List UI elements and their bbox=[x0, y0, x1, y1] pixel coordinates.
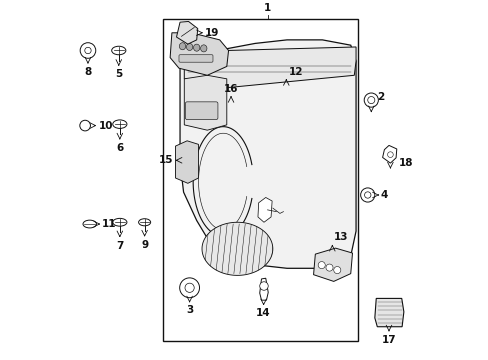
Text: 2: 2 bbox=[377, 91, 384, 102]
Text: 8: 8 bbox=[84, 67, 91, 77]
Text: 7: 7 bbox=[116, 241, 123, 251]
FancyBboxPatch shape bbox=[185, 102, 218, 120]
Polygon shape bbox=[259, 278, 268, 300]
Ellipse shape bbox=[200, 45, 206, 52]
Polygon shape bbox=[175, 141, 198, 183]
Text: 11: 11 bbox=[102, 219, 117, 229]
Text: 1: 1 bbox=[264, 3, 270, 13]
Text: 15: 15 bbox=[158, 155, 173, 165]
Polygon shape bbox=[382, 145, 396, 163]
Circle shape bbox=[84, 47, 91, 54]
Circle shape bbox=[364, 93, 378, 107]
Polygon shape bbox=[184, 47, 355, 88]
Circle shape bbox=[259, 282, 268, 290]
Circle shape bbox=[387, 152, 392, 157]
Ellipse shape bbox=[193, 44, 200, 51]
Circle shape bbox=[80, 120, 90, 131]
Ellipse shape bbox=[111, 46, 125, 55]
Text: 13: 13 bbox=[333, 233, 347, 242]
Ellipse shape bbox=[113, 120, 127, 129]
Text: 5: 5 bbox=[115, 69, 122, 79]
Polygon shape bbox=[258, 198, 271, 222]
Circle shape bbox=[333, 266, 340, 274]
Circle shape bbox=[367, 96, 374, 104]
Text: 14: 14 bbox=[256, 308, 270, 318]
Text: 4: 4 bbox=[380, 190, 387, 200]
Polygon shape bbox=[170, 33, 228, 75]
Polygon shape bbox=[180, 40, 355, 268]
Circle shape bbox=[318, 262, 325, 269]
Circle shape bbox=[184, 283, 194, 292]
Text: 19: 19 bbox=[204, 28, 219, 38]
Text: 16: 16 bbox=[224, 84, 238, 94]
Ellipse shape bbox=[179, 43, 185, 50]
Circle shape bbox=[360, 188, 374, 202]
Text: 9: 9 bbox=[141, 240, 148, 250]
Ellipse shape bbox=[83, 220, 96, 228]
Polygon shape bbox=[184, 75, 226, 130]
Circle shape bbox=[325, 264, 332, 271]
Ellipse shape bbox=[113, 219, 127, 226]
Text: 3: 3 bbox=[185, 306, 193, 315]
Polygon shape bbox=[202, 222, 272, 275]
Bar bbox=[163, 19, 357, 341]
Text: 6: 6 bbox=[116, 143, 123, 153]
Text: 10: 10 bbox=[99, 121, 113, 131]
Polygon shape bbox=[313, 248, 352, 282]
Circle shape bbox=[80, 43, 96, 58]
FancyBboxPatch shape bbox=[179, 55, 213, 62]
Text: 18: 18 bbox=[398, 158, 412, 168]
Ellipse shape bbox=[186, 44, 192, 50]
Polygon shape bbox=[176, 22, 197, 44]
Text: 12: 12 bbox=[288, 67, 303, 77]
Circle shape bbox=[179, 278, 199, 298]
Text: 17: 17 bbox=[381, 334, 395, 345]
Circle shape bbox=[364, 192, 370, 198]
Polygon shape bbox=[374, 298, 403, 327]
Ellipse shape bbox=[138, 219, 150, 226]
